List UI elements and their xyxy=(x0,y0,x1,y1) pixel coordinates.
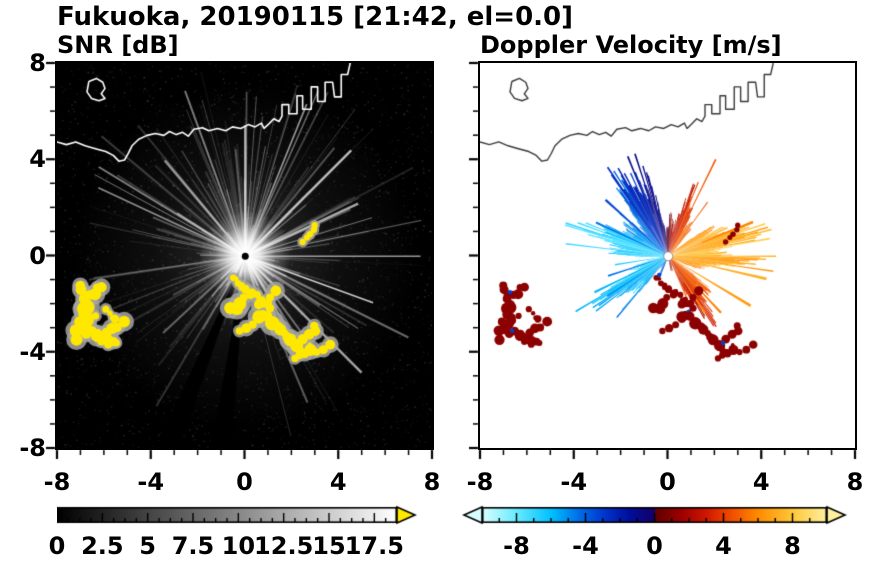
doppler-x-tick-label: -4 xyxy=(560,468,588,496)
doppler-colorbar-tick-label: -8 xyxy=(503,532,530,560)
doppler-x-tick-label: 0 xyxy=(659,468,676,496)
doppler-panel xyxy=(478,61,857,450)
snr-x-tick-label: -4 xyxy=(137,468,165,496)
snr-colorbar-tick-label: 17.5 xyxy=(344,532,404,560)
snr-y-tick-label: 8 xyxy=(29,49,46,77)
snr-plot-canvas xyxy=(57,63,432,448)
snr-x-tick-label: -8 xyxy=(43,468,71,496)
doppler-plot-canvas xyxy=(480,63,855,448)
doppler-panel-title: Doppler Velocity [m/s] xyxy=(480,31,782,59)
snr-y-tick-label: -8 xyxy=(19,434,46,462)
snr-colorbar-tick-label: 0 xyxy=(48,532,66,560)
snr-y-tick-label: 4 xyxy=(29,145,46,174)
doppler-colorbar-tick-label: 8 xyxy=(784,532,801,560)
figure-title: Fukuoka, 20190115 [21:42, el=0.0] xyxy=(57,2,574,32)
snr-x-tick-label: 0 xyxy=(236,468,253,496)
doppler-colorbar xyxy=(462,505,848,527)
doppler-colorbar-tick-label: 4 xyxy=(715,532,732,560)
doppler-colorbar-tick-label: -4 xyxy=(572,532,599,560)
snr-colorbar-tick-label: 5 xyxy=(139,532,156,560)
snr-colorbar-tick-label: 12.5 xyxy=(254,532,314,560)
snr-colorbar-tick-label: 7.5 xyxy=(171,532,215,560)
snr-colorbar-tick-label: 10 xyxy=(221,532,256,560)
snr-panel-title: SNR [dB] xyxy=(57,31,179,59)
doppler-x-tick-label: 8 xyxy=(846,468,864,496)
snr-colorbar xyxy=(57,505,419,527)
doppler-colorbar-tick-label: 0 xyxy=(646,532,663,560)
snr-x-tick-label: 8 xyxy=(423,468,441,496)
snr-y-tick-label: 0 xyxy=(29,241,46,270)
snr-y-tick-label: -4 xyxy=(19,337,46,366)
snr-x-tick-label: 4 xyxy=(329,468,347,496)
snr-colorbar-tick-label: 2.5 xyxy=(81,532,124,560)
snr-colorbar-tick-label: 15 xyxy=(312,532,346,560)
doppler-x-tick-label: 4 xyxy=(752,468,770,496)
doppler-x-tick-label: -8 xyxy=(466,468,494,496)
snr-panel xyxy=(55,61,434,450)
